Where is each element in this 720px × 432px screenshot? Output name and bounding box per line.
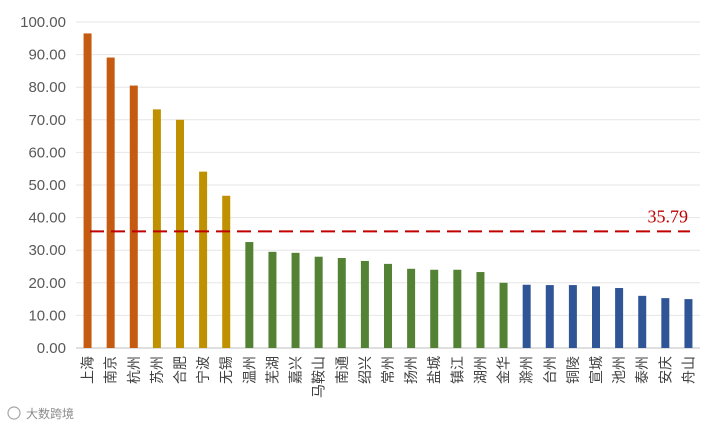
x-tick-label: 宣城 (589, 356, 605, 384)
y-tick-label: 70.00 (28, 112, 66, 129)
x-axis-labels: 上海 南京 杭州 苏州 合肥 宁波 无锡 温州 芜湖 嘉兴 马鞍山 南通 绍兴 常州 扬州 盐城 镇江 湖州 金华滁… (81, 356, 698, 398)
x-tick-label: 安庆 (658, 356, 674, 384)
x-tick-label: 无锡 (219, 356, 235, 384)
bar (245, 242, 254, 348)
bar (592, 286, 600, 348)
bar (545, 285, 554, 348)
bar (430, 269, 439, 348)
y-tick-label: 0.00 (37, 340, 66, 357)
x-tick-label: 铜陵 (566, 356, 582, 384)
watermark-logo-icon (7, 406, 21, 420)
bar (337, 258, 346, 348)
y-tick-label: 30.00 (28, 242, 66, 259)
x-tick-label: 常州 (381, 356, 397, 384)
watermark-text: 大数跨境 (26, 406, 74, 421)
bar (129, 85, 138, 348)
x-tick-label: 苏州 (150, 356, 166, 384)
bar (106, 57, 115, 349)
y-tick-label: 90.00 (28, 47, 66, 64)
bar (684, 299, 693, 348)
x-tick-label: 南通 (335, 356, 351, 384)
x-tick-label: 南京 (104, 356, 120, 384)
bar (268, 251, 277, 348)
bar (453, 269, 462, 348)
x-tick-label: 盐城 (427, 356, 443, 384)
bar (176, 119, 184, 348)
reference-line-label: 35.79 (648, 206, 689, 226)
x-tick-label: 合肥 (173, 356, 189, 384)
y-tick-label: 40.00 (28, 210, 66, 227)
x-tick-label: 池州 (612, 356, 628, 384)
bar (314, 256, 323, 348)
x-tick-label: 温州 (242, 356, 258, 384)
watermark: 大数跨境 (7, 406, 74, 421)
bar (407, 268, 416, 348)
x-tick-label: 舟山 (681, 356, 697, 384)
y-axis: 0.00 10.00 20.00 30.00 40.00 50.00 60.00 70.00 8… (20, 14, 66, 357)
y-tick-label: 80.00 (28, 79, 66, 96)
x-tick-label: 镇江 (450, 356, 466, 384)
x-tick-label: 滁州 (520, 356, 536, 384)
x-tick-label: 金华 (497, 356, 513, 384)
bar (291, 252, 300, 348)
bar (360, 260, 369, 348)
x-tick-label: 嘉兴 (289, 356, 305, 384)
bar (222, 195, 231, 348)
y-tick-label: 10.00 (28, 307, 66, 324)
bar (83, 33, 92, 348)
x-tick-label: 扬州 (404, 356, 420, 384)
x-tick-label: 台州 (543, 356, 559, 384)
bar (384, 263, 392, 348)
x-tick-label: 芜湖 (264, 356, 281, 384)
y-tick-label: 100.00 (20, 14, 66, 31)
y-tick-label: 20.00 (28, 275, 66, 292)
bar (615, 288, 624, 348)
y-tick-label: 50.00 (28, 177, 66, 194)
x-tick-label: 绍兴 (358, 356, 374, 384)
bar (199, 171, 208, 348)
bar (152, 109, 161, 348)
x-tick-label: 湖州 (473, 356, 489, 384)
x-tick-label: 宁波 (195, 356, 212, 384)
bar (499, 282, 508, 348)
y-tick-label: 60.00 (28, 144, 66, 161)
average-reference: 35.79 (90, 206, 690, 233)
bar (661, 298, 670, 348)
x-tick-label: 杭州 (127, 356, 143, 384)
x-tick-label: 泰州 (635, 356, 651, 384)
x-tick-label: 马鞍山 (312, 356, 328, 398)
bar (522, 284, 531, 348)
bar (476, 272, 485, 348)
bar (568, 285, 577, 348)
bar (638, 295, 647, 348)
bars (83, 33, 693, 349)
x-tick-label: 上海 (81, 356, 97, 384)
